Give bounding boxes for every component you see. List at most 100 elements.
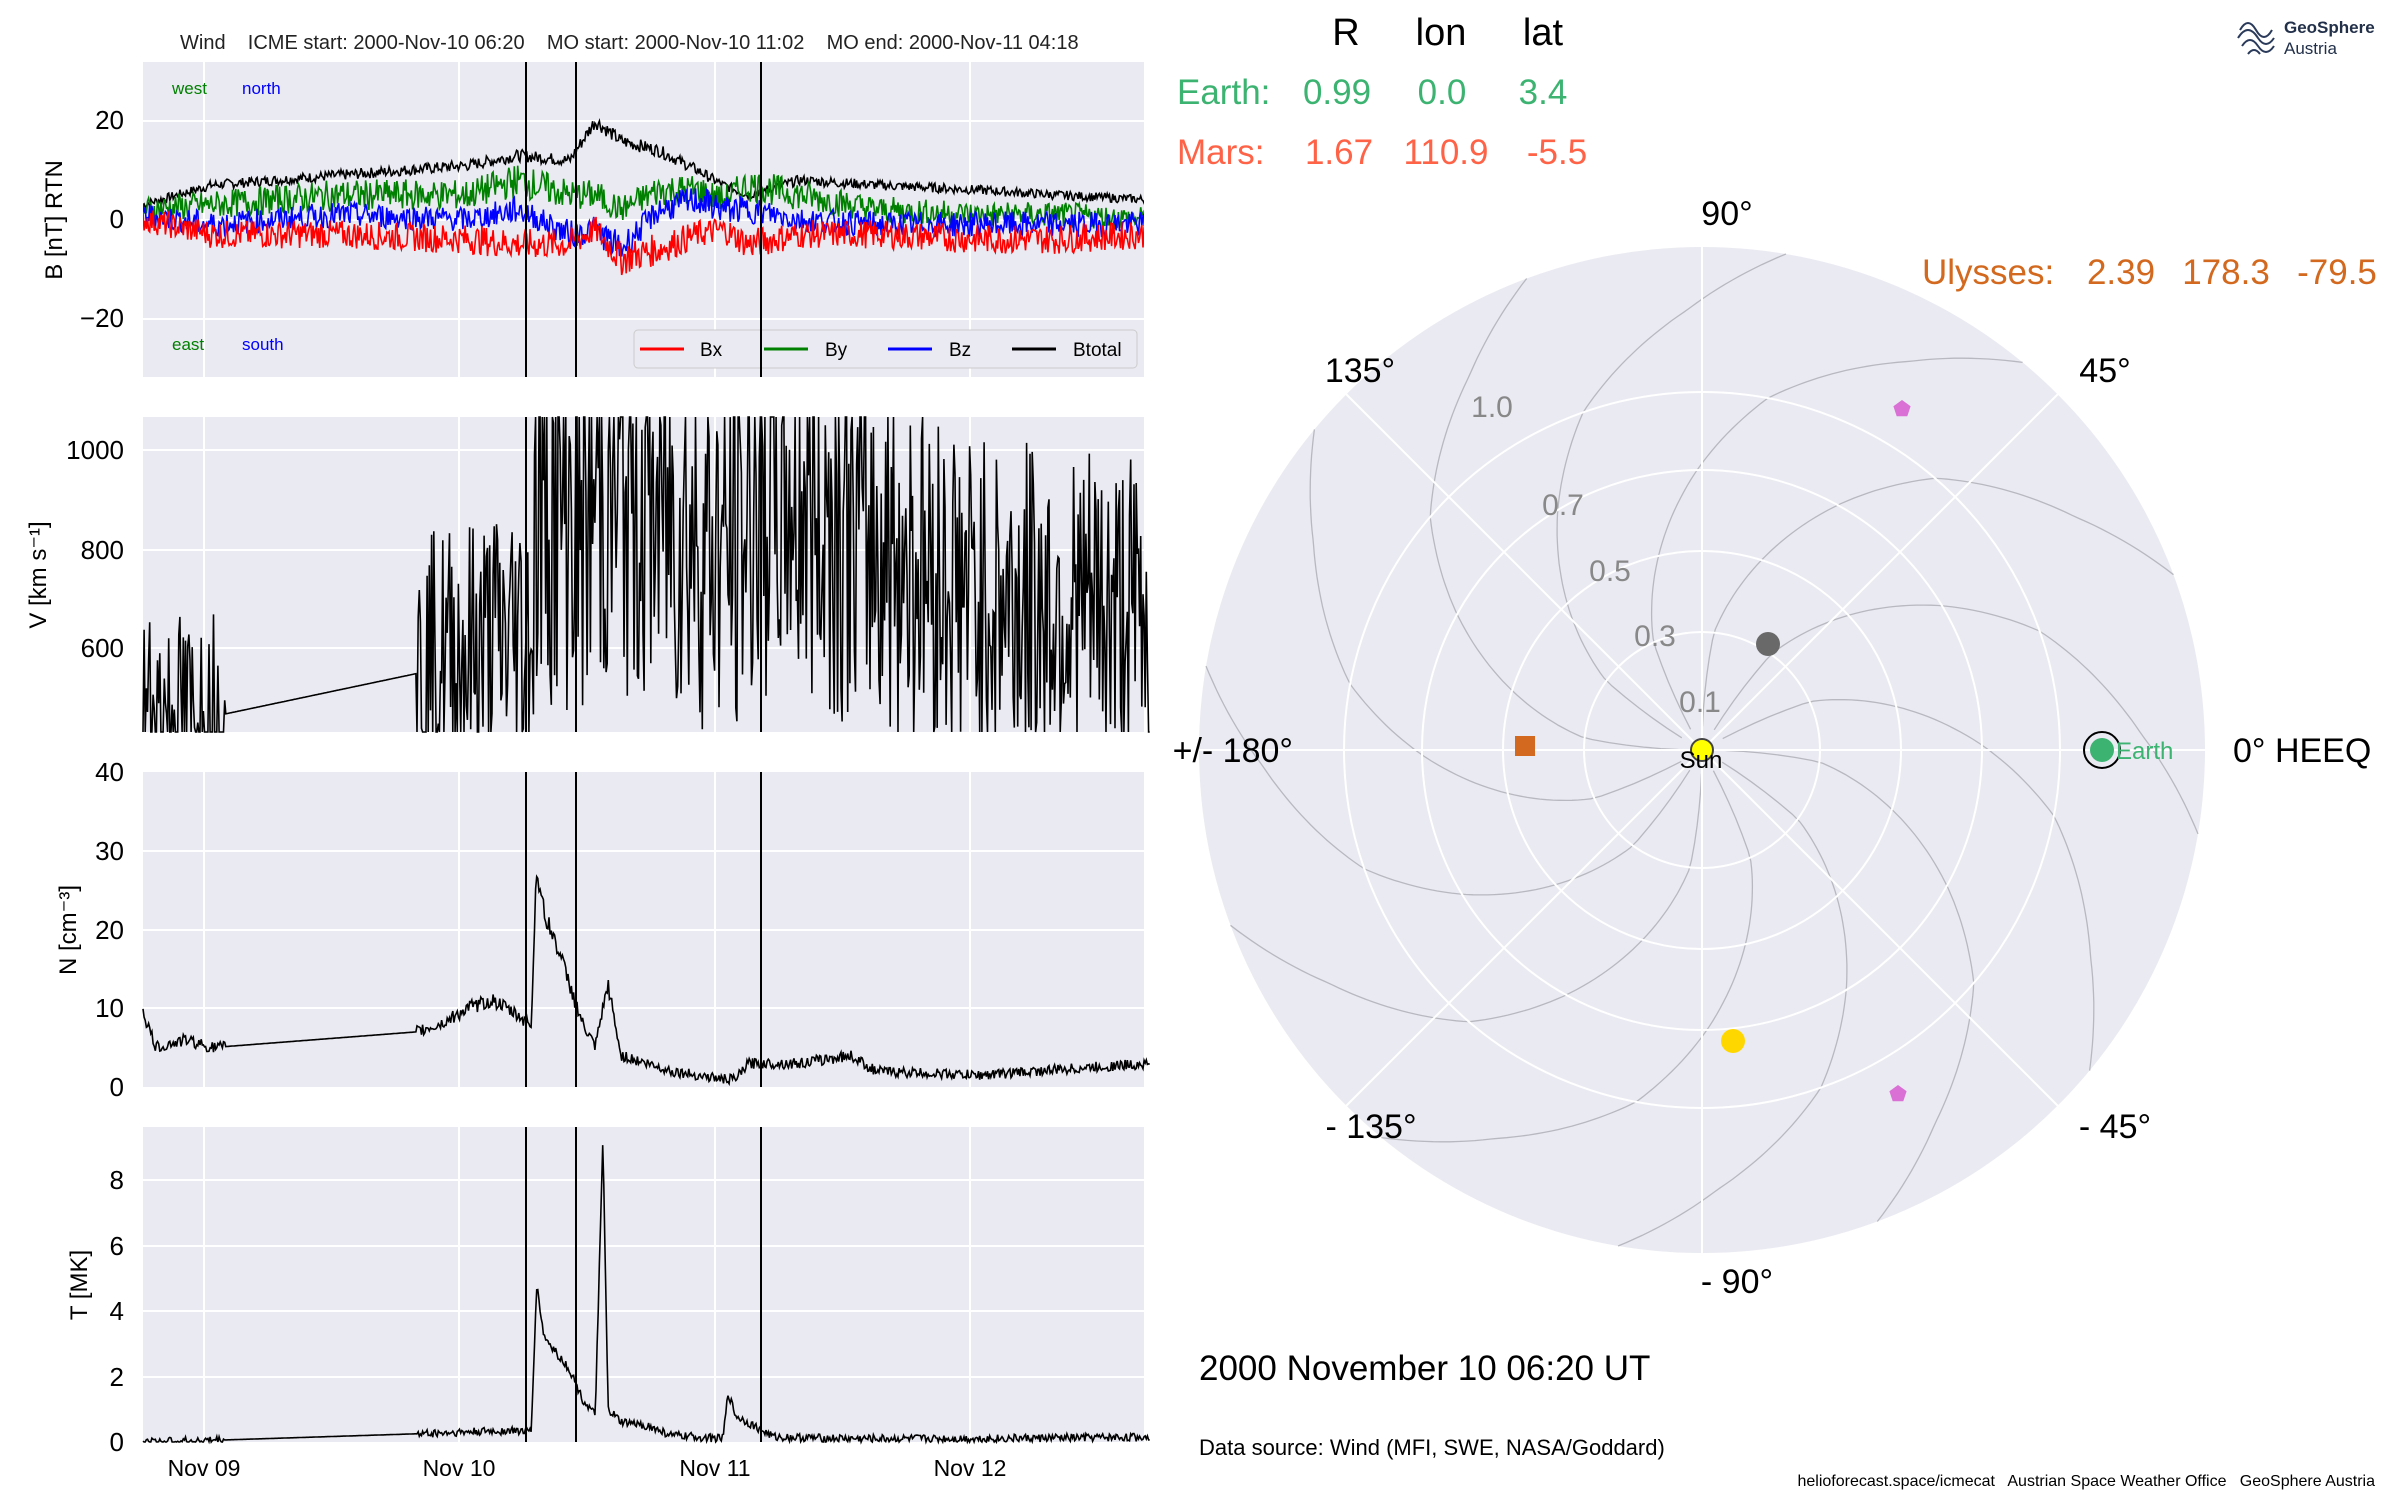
angle-label-45: 45° <box>2079 352 2130 390</box>
ytick-label: −20 <box>80 303 124 333</box>
angle-label-minus-90: - 90° <box>1701 1263 1773 1301</box>
spacecraft-marker <box>1893 400 1911 417</box>
ulysses-lat: -79.5 <box>2297 253 2377 292</box>
parker-spirals <box>1205 253 2199 1247</box>
data-source-label: Data source: Wind (MFI, SWE, NASA/Goddar… <box>1199 1435 1665 1460</box>
ytick-label: 1000 <box>66 435 124 465</box>
ytick-label: 6 <box>110 1231 124 1261</box>
grid <box>143 1127 1144 1442</box>
event-lines <box>525 62 762 1442</box>
sun-marker <box>1690 738 1714 762</box>
panel-density: 40 30 20 10 0 N [cm⁻³] <box>55 757 1150 1102</box>
ytick-label: 4 <box>110 1296 124 1326</box>
angle-label-minus-135: - 135° <box>1325 1108 1416 1146</box>
parker-spiral-line <box>1429 278 1679 751</box>
parker-spiral-line <box>1381 770 1754 1143</box>
series-t-line <box>142 1145 1150 1445</box>
legend: Bx By Bz Btotal <box>633 329 1138 369</box>
parker-spiral-line <box>1556 253 1787 739</box>
bodies <box>1515 400 2121 1102</box>
mars-r: 1.67 <box>1305 133 1373 172</box>
logo-text-line2: Austria <box>2284 39 2337 58</box>
polar-plot: 0.1 0.3 0.5 0.7 1.0 90° 45° 0° HEEQ - 45… <box>1173 195 2372 1301</box>
ulysses-r: 2.39 <box>2087 253 2155 292</box>
y-axis-label: T [MK] <box>66 1250 93 1320</box>
xtick-label: Nov 09 <box>168 1455 241 1481</box>
panel-magnetic-field: west north east south Bx By Bz Btotal 20… <box>41 62 1144 377</box>
ytick-label: 2 <box>110 1362 124 1392</box>
ytick-label: 0 <box>110 1427 124 1457</box>
parker-spiral-line <box>1725 749 1975 1222</box>
y-axis-label: V [km s⁻¹] <box>25 521 52 628</box>
series-by-line <box>143 165 1144 230</box>
mars-lat: -5.5 <box>1527 133 1587 172</box>
ytick-label: 600 <box>81 633 124 663</box>
parker-spiral-line <box>1309 429 1682 802</box>
legend-bx-label: Bx <box>700 340 723 361</box>
mars-lon: 110.9 <box>1404 133 1489 172</box>
figure-title: Wind ICME start: 2000-Nov-10 06:20 MO st… <box>180 32 1079 54</box>
xtick-label: Nov 10 <box>423 1455 496 1481</box>
series-bz-line <box>143 187 1144 257</box>
y-axis-label: B [nT] RTN <box>41 160 68 280</box>
radial-tick-label: 0.3 <box>1634 620 1676 653</box>
radial-tick-label: 0.1 <box>1679 686 1721 719</box>
ytick-label: 0 <box>110 204 124 234</box>
sun-label: Sun <box>1680 747 1723 774</box>
annotation-north: north <box>242 79 281 98</box>
parker-spiral-line <box>1617 761 1848 1247</box>
ulysses-name: Ulysses: <box>1922 253 2054 292</box>
ytick-label: 800 <box>81 535 124 565</box>
radial-tick-label: 1.0 <box>1471 391 1513 424</box>
xtick-label: Nov 12 <box>934 1455 1007 1481</box>
col-header-r: R <box>1332 12 1359 54</box>
earth-lat: 3.4 <box>1519 73 1568 112</box>
legend-bz-label: Bz <box>949 340 971 361</box>
series-n-line <box>142 874 1150 1087</box>
earth-name: Earth: <box>1177 73 1270 112</box>
date-label: 2000 November 10 06:20 UT <box>1199 1349 1650 1388</box>
ytick-label: 40 <box>95 757 124 787</box>
parker-spiral-line <box>1230 773 1703 1023</box>
ulysses-marker <box>1515 736 1535 756</box>
parker-spiral-line <box>1722 698 2095 1071</box>
angle-label-180: +/- 180° <box>1173 732 1293 770</box>
grid <box>143 772 1144 1087</box>
legend-btotal-label: Btotal <box>1073 340 1122 361</box>
parker-spiral-line <box>1701 477 2174 727</box>
series-bx-line <box>143 209 1144 276</box>
earth-lon: 0.0 <box>1418 73 1467 112</box>
mercury-marker <box>1756 632 1780 656</box>
angle-label-0: 0° HEEQ <box>2233 732 2371 770</box>
ytick-label: 30 <box>95 836 124 866</box>
panel-temperature: 8 6 4 2 0 T [MK] <box>66 1127 1150 1457</box>
angle-label-minus-45: - 45° <box>2079 1108 2151 1146</box>
annotation-east: east <box>172 335 204 354</box>
ulysses-lon: 178.3 <box>2182 253 2270 292</box>
series-v-line <box>142 416 1150 733</box>
mars-name: Mars: <box>1177 133 1265 172</box>
ytick-label: 8 <box>110 1165 124 1195</box>
radial-tick-label: 0.5 <box>1589 555 1631 588</box>
earth-marker <box>2090 738 2114 762</box>
ytick-label: 10 <box>95 993 124 1023</box>
logo-text-line1: GeoSphere <box>2284 18 2375 37</box>
annotation-south: south <box>242 335 284 354</box>
legend-by-label: By <box>825 340 848 361</box>
spacecraft-marker <box>1889 1085 1907 1102</box>
earth-marker-label: Earth <box>2116 738 2173 765</box>
parker-spiral-line <box>1650 357 2023 730</box>
logo-mark-icon <box>2237 22 2275 55</box>
ytick-label: 20 <box>95 915 124 945</box>
parker-spiral-line <box>1205 665 1691 896</box>
angle-label-90: 90° <box>1701 195 1752 233</box>
position-table: R lon lat Earth: 0.99 0.0 3.4 Mars: 1.67… <box>1177 12 2377 292</box>
ytick-label: 0 <box>110 1072 124 1102</box>
angle-label-135: 135° <box>1325 352 1395 390</box>
col-header-lon: lon <box>1416 12 1467 54</box>
credits-label: helioforecast.space/icmecat Austrian Spa… <box>1798 1473 2376 1490</box>
ytick-label: 20 <box>95 105 124 135</box>
col-header-lat: lat <box>1523 12 1564 54</box>
earth-ring <box>2083 731 2121 769</box>
earth-r: 0.99 <box>1303 73 1371 112</box>
